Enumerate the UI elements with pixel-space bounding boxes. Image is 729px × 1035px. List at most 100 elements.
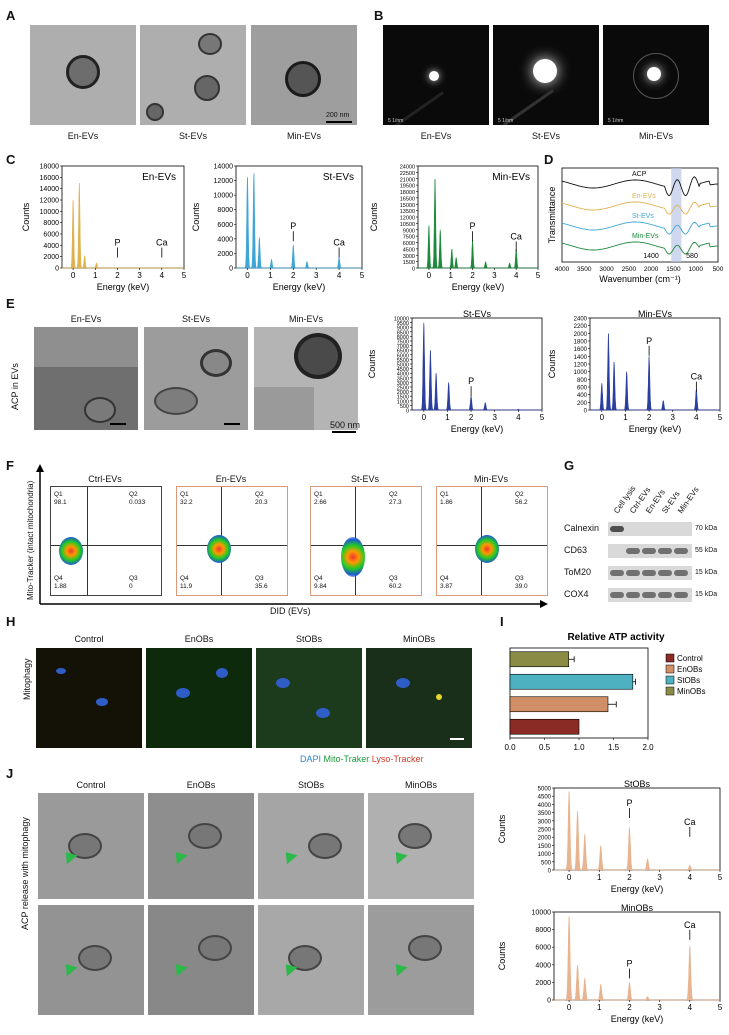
flow-label-3: Min-EVs (473, 474, 508, 484)
x-tick-label-4: 2.0 (642, 743, 654, 752)
y-tick-label-10: 2000 (574, 332, 588, 338)
x-tick-label-0: 4000 (555, 266, 570, 273)
x-tick-label-1: 1 (623, 413, 628, 422)
x-tick-label-0: 0 (422, 413, 427, 422)
panel-label-e: E (6, 296, 15, 311)
label-a-st: St-EVs (178, 131, 207, 141)
label-j-enobs: EnOBs (186, 780, 216, 790)
y-axis-label: Counts (369, 202, 379, 231)
annotation-P: P (468, 376, 474, 386)
x-tick-label-3: 3 (314, 271, 319, 280)
scale-bar-e (332, 431, 356, 433)
y-tick-label-7: 3500 (538, 811, 552, 817)
y-tick-label-18: 9000 (397, 326, 409, 332)
x-tick-label-4: 4 (516, 413, 521, 422)
eds-chart-min-evs: 0150030004500600075009000105001200013500… (369, 165, 541, 293)
y-tick-label-8: 4000 (538, 803, 552, 809)
y-tick-label-12: 18000 (400, 190, 415, 196)
tem-j-top-Control (38, 793, 144, 899)
legend-swatch-Control (665, 653, 675, 663)
chart-title: MinOBs (621, 904, 654, 913)
y-tick-label-14: 21000 (400, 177, 415, 183)
quadrant-name: Q2 (255, 491, 264, 498)
tem-j-bottom-EnOBs (148, 905, 254, 1015)
y-tick-label-0: 0 (406, 409, 409, 415)
x-tick-label-0: 0 (567, 873, 572, 882)
x-tick-label-1: 1 (93, 271, 98, 280)
y-tick-label-6: 12000 (40, 198, 60, 205)
wb-band (626, 592, 640, 598)
label-e-en: En-EVs (70, 314, 102, 324)
x-tick-label-2: 2 (647, 413, 652, 422)
wb-kda-2: 15 kDa (695, 569, 718, 576)
y-tick-label-7: 10500 (400, 222, 415, 228)
x-tick-label-4: 4 (514, 271, 519, 280)
y-tick-label-6: 9000 (403, 228, 415, 234)
label-h-enobs: EnOBs (184, 634, 214, 644)
x-axis-label: Wavenumber (cm⁻¹) (599, 274, 680, 284)
x-tick-label-5: 5 (536, 271, 541, 280)
y-tick-label-5: 1000 (574, 370, 588, 376)
saed-scale-2: 5 1/nm (498, 118, 514, 124)
y-tick-label-7: 1400 (574, 355, 588, 361)
chart-title: En-EVs (142, 172, 176, 183)
x-tick-label-2: 3000 (599, 266, 614, 273)
saed-image-min-evs (603, 25, 709, 125)
y-tick-label-7: 3500 (397, 376, 409, 382)
y-tick-label-5: 7500 (403, 235, 415, 241)
flow-plot-2: Q1 2.66 Q2 27.3 Q3 60.2 Q4 9.84 (310, 486, 422, 596)
x-tick-label-0: 0 (71, 271, 76, 280)
y-tick-label-8: 4000 (397, 372, 409, 378)
y-tick-label-6: 12000 (214, 178, 234, 185)
x-tick-label-1: 1 (449, 271, 454, 280)
x-tick-label-5: 5 (718, 1003, 723, 1012)
flow-quadrant-Q2: Q2 20.3 (255, 491, 268, 507)
x-tick-label-4: 2000 (644, 266, 659, 273)
y-tick-label-6: 3000 (397, 381, 409, 387)
quadrant-name: Q2 (389, 491, 398, 498)
chart-title: Min-EVs (638, 310, 673, 319)
ylabel-j: ACP release with mitophagy (20, 817, 30, 930)
x-tick-label-1: 1 (445, 413, 450, 422)
y-tick-label-1: 500 (541, 860, 552, 866)
y-tick-label-2: 1000 (538, 852, 552, 858)
panel-label-i: I (500, 614, 504, 629)
legend-swatch-EnOBs (665, 664, 675, 674)
flow-quadrant-Q1: Q1 98.1 (54, 491, 67, 507)
label-a-en: En-EVs (67, 131, 99, 141)
x-axis-label: Energy (keV) (97, 282, 150, 292)
wb-label-Calnexin: Calnexin (564, 523, 600, 533)
label-b-st: St-EVs (531, 131, 560, 141)
panel-label-h: H (6, 614, 16, 629)
y-tick-label-16: 8000 (397, 335, 409, 341)
x-axis-label: Energy (keV) (273, 282, 326, 292)
wb-band (674, 548, 688, 554)
x-tick-label-1: 1 (597, 873, 602, 882)
y-tick-label-2: 4000 (535, 962, 551, 969)
annotation-P: P (626, 959, 632, 969)
x-axis-label: Energy (keV) (629, 424, 682, 434)
y-tick-label-7: 14000 (214, 164, 234, 171)
flow-label-1: En-EVs (215, 474, 247, 484)
series-label-St-EVs: St-EVs (632, 213, 654, 220)
annotation-1400: 1400 (643, 253, 659, 260)
quadrant-value: 39.0 (515, 583, 528, 590)
y-tick-label-7: 14000 (40, 186, 60, 193)
y-axis-label: Transmittance (547, 187, 557, 244)
y-tick-label-1: 2000 (43, 254, 59, 261)
x-tick-label-3: 3 (493, 413, 498, 422)
y-tick-label-9: 13500 (400, 209, 415, 215)
xlabel-f: DID (EVs) (270, 606, 311, 616)
quadrant-name: Q3 (515, 575, 524, 582)
x-tick-label-3: 2500 (622, 266, 637, 273)
chart-title: Relative ATP activity (567, 632, 665, 643)
y-tick-label-5: 10000 (40, 209, 60, 216)
label-j-minobs: MinOBs (404, 780, 437, 790)
saed-scale-3: 5 1/nm (608, 118, 624, 124)
y-tick-label-2: 3000 (403, 254, 415, 260)
legend-mito: Mito-Traker (323, 754, 370, 764)
tem-j-top-StOBs (258, 793, 364, 899)
x-axis-label: Energy (keV) (451, 424, 504, 434)
fluor-image-control (36, 648, 142, 748)
quadrant-value: 60.2 (389, 583, 402, 590)
